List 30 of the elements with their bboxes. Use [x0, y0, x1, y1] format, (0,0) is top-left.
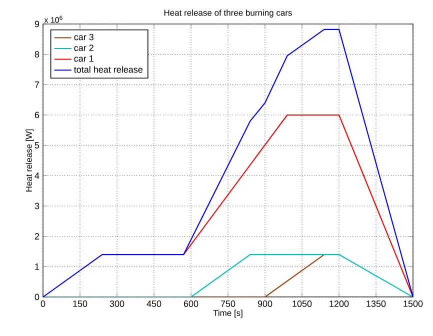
y-tick-label: 8 [34, 51, 40, 58]
x-tick-label: 450 [146, 300, 162, 307]
x-tick-label: 1200 [330, 300, 349, 307]
x-tick-label: 1500 [404, 300, 423, 307]
chart-title: Heat release of three burning cars [164, 10, 292, 18]
y-tick-label: 9 [34, 20, 40, 28]
x-tick-label: 600 [184, 300, 198, 307]
x-tick-label: 900 [258, 300, 272, 307]
legend-label: car 2 [74, 44, 94, 52]
x-tick-label: 150 [73, 300, 88, 307]
y-tick-label: 2 [34, 233, 40, 240]
y-tick-label: 6 [34, 112, 40, 118]
legend-label: total heat release [74, 66, 143, 73]
y-tick-label: 3 [34, 202, 40, 210]
x-tick-label: 750 [220, 300, 236, 307]
legend-label: car 1 [74, 55, 94, 62]
x-axis-title: Time [s] [213, 310, 242, 318]
y-tick-label: 7 [34, 82, 40, 88]
x-tick-label: 300 [110, 300, 124, 307]
x-tick-label: 1350 [366, 300, 386, 307]
x-tick-label: 1050 [292, 300, 312, 307]
legend-label: car 3 [74, 34, 94, 40]
x-tick-label: 0 [40, 300, 46, 307]
y-tick-label: 5 [34, 142, 40, 148]
y-axis-title: Heat release [W] [26, 129, 34, 192]
y-tick-label: 4 [34, 172, 40, 179]
line-series [43, 28, 413, 297]
text: x 10$^{6}$ [44, 16, 62, 23]
y-tick-label: 0 [34, 294, 40, 300]
y-tick-label: 1 [35, 264, 40, 270]
